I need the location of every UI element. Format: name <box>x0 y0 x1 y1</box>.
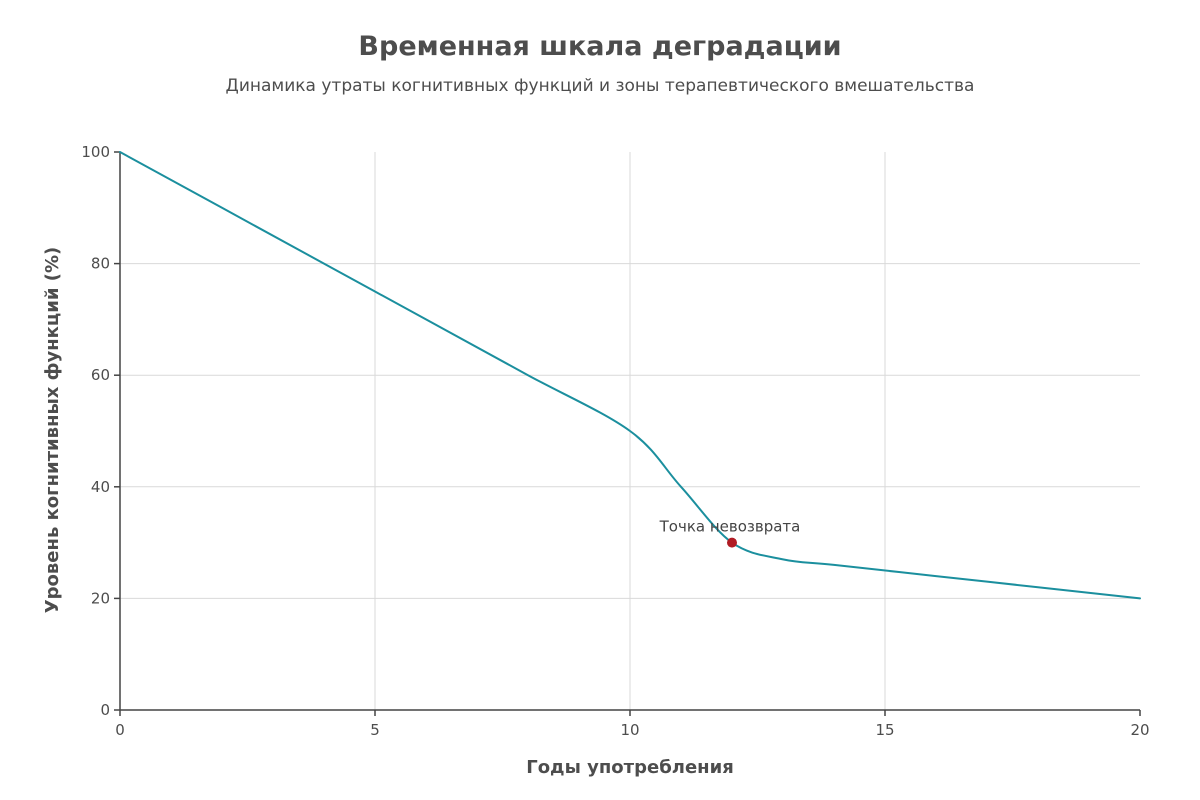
y-tick-label: 20 <box>91 589 110 607</box>
y-tick-label: 0 <box>100 701 110 719</box>
x-tick-label: 10 <box>620 721 639 739</box>
chart-title: Временная шкала деградации <box>358 31 841 62</box>
y-tick-label: 80 <box>91 255 110 273</box>
annotation-label: Точка невозврата <box>659 518 801 536</box>
x-tick-label: 20 <box>1130 721 1149 739</box>
x-tick-label: 5 <box>370 721 380 739</box>
series <box>119 151 1141 600</box>
y-tick-label: 40 <box>91 478 110 496</box>
annotation-point <box>727 537 737 548</box>
axes <box>114 151 1141 716</box>
chart-subtitle: Динамика утраты когнитивных функций и зо… <box>226 76 975 96</box>
series-line <box>119 151 1141 600</box>
annotations: Точка невозврата <box>659 518 801 548</box>
x-axis-title: Годы употребления <box>526 757 734 778</box>
grid <box>120 152 1140 710</box>
x-tick-label: 0 <box>115 721 125 739</box>
y-tick-label: 60 <box>91 366 110 384</box>
y-axis-title: Уровень когнитивных функций (%) <box>42 247 63 613</box>
y-tick-label: 100 <box>81 143 110 161</box>
tick-labels: 0 20 40 60 80 100 0 5 10 15 20 <box>81 143 1149 739</box>
x-tick-label: 15 <box>875 721 894 739</box>
